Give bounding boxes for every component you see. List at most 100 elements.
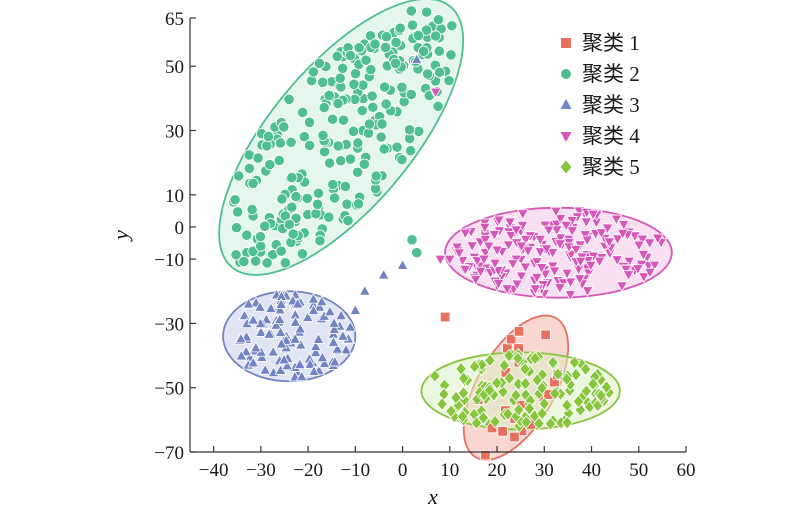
cluster-4-point — [511, 279, 524, 291]
cluster-2-point — [276, 193, 288, 205]
cluster-2-point — [230, 249, 242, 261]
cluster-4-point — [573, 274, 586, 286]
cluster-4-point — [548, 266, 561, 278]
cluster-2-point — [250, 255, 262, 267]
cluster-4-point — [553, 283, 566, 295]
cluster-2-point — [313, 57, 325, 69]
cluster-2-point — [356, 105, 368, 117]
y-tick-label: −30 — [154, 314, 184, 335]
cluster-4-point — [443, 254, 456, 266]
cluster-2-point — [283, 93, 295, 105]
cluster-2-point — [413, 125, 425, 138]
cluster-4-point — [466, 241, 479, 253]
cluster-4-point — [459, 228, 472, 240]
cluster-3-point — [307, 365, 320, 376]
cluster-4-point — [482, 241, 495, 253]
cluster-4-point — [434, 254, 447, 266]
cluster-5-point — [523, 401, 536, 416]
cluster-4-point — [637, 272, 650, 284]
cluster-2-point — [310, 208, 322, 220]
cluster-2-point — [298, 131, 310, 143]
cluster-3-point — [377, 268, 390, 280]
cluster-4-point — [617, 220, 630, 231]
cluster-2-point — [278, 121, 290, 133]
cluster-4-point — [546, 248, 559, 259]
cluster-2-point — [279, 257, 291, 269]
cluster-4-point — [593, 256, 606, 268]
y-tick-label: 30 — [165, 122, 184, 143]
cluster-5-point — [512, 351, 524, 366]
cluster-3-point — [410, 53, 423, 65]
cluster-3-point — [335, 309, 348, 321]
cluster-2-point — [285, 136, 297, 148]
cluster-5-point — [520, 415, 533, 429]
cluster-2-point — [418, 45, 430, 57]
cluster-2-point — [229, 194, 241, 206]
x-tick-label: −40 — [199, 460, 229, 481]
cluster-3-point — [301, 311, 314, 322]
cluster-2-point — [339, 180, 352, 193]
x-tick-label: 40 — [582, 460, 601, 481]
cluster-2-point — [376, 118, 388, 130]
cluster-2-point — [367, 101, 379, 113]
cluster-3-point — [336, 329, 349, 341]
cluster-2-point — [404, 124, 416, 136]
cluster-2-point — [261, 257, 273, 269]
cluster-5-point — [561, 415, 573, 430]
cluster-5-point — [456, 409, 469, 424]
cluster-5-point — [498, 358, 511, 373]
cluster-5-point — [452, 398, 465, 413]
cluster-4-point — [429, 87, 442, 99]
y-axis-title: y — [108, 230, 133, 242]
cluster-2-point — [326, 113, 339, 125]
cluster-2-point — [317, 129, 329, 142]
cluster-2-point — [443, 75, 455, 87]
cluster-2-point — [445, 49, 457, 61]
cluster-5-point — [533, 416, 545, 431]
cluster-3-point — [275, 297, 288, 309]
cluster-2-point — [331, 50, 343, 62]
cluster-5-point — [531, 373, 544, 387]
cluster-5-point — [529, 351, 541, 366]
y-tick-label: 65 — [165, 9, 184, 30]
cluster-3-point — [318, 357, 331, 368]
cluster-3-point — [327, 335, 340, 347]
cluster-4-point — [603, 237, 616, 249]
cluster-2-point — [405, 5, 417, 17]
cluster-2-point — [303, 116, 316, 128]
cluster-2-point — [232, 206, 244, 218]
cluster-2-point — [238, 255, 250, 268]
cluster-2-point — [312, 187, 325, 199]
cluster-2-point — [314, 235, 326, 247]
cluster-2-point — [389, 57, 402, 69]
cluster-4-point — [595, 228, 608, 240]
cluster-2-point — [246, 203, 258, 216]
cluster-2-point — [347, 125, 360, 137]
cluster-2-point — [406, 19, 419, 31]
cluster-2-point — [304, 139, 316, 152]
cluster-4-point — [453, 248, 466, 260]
x-axis-title: x — [427, 484, 438, 509]
cluster-2-point — [259, 220, 271, 232]
cluster-3-point — [259, 363, 272, 375]
legend-label: 聚类 4 — [582, 124, 640, 148]
cluster-3-point — [309, 340, 322, 352]
cluster-2-point — [262, 130, 275, 143]
legend-marker — [560, 99, 572, 109]
x-tick-label: 20 — [488, 460, 507, 481]
cluster-2-point — [380, 98, 392, 110]
cluster-3-point — [331, 342, 344, 354]
x-tick-label: 50 — [629, 460, 648, 481]
cluster-4-point — [579, 230, 592, 242]
cluster-2-point — [352, 198, 365, 210]
cluster-3-point — [307, 304, 320, 315]
cluster-3-point — [293, 358, 306, 369]
cluster-5-point — [512, 402, 525, 417]
cluster-4-point — [535, 263, 548, 274]
cluster-2-point — [421, 6, 433, 18]
cluster-3-point — [240, 345, 253, 357]
cluster-4-point — [478, 222, 491, 234]
cluster-2-point — [432, 14, 445, 26]
cluster-3-point — [294, 338, 307, 350]
legend-entry-2: 聚类 2 — [561, 62, 640, 86]
